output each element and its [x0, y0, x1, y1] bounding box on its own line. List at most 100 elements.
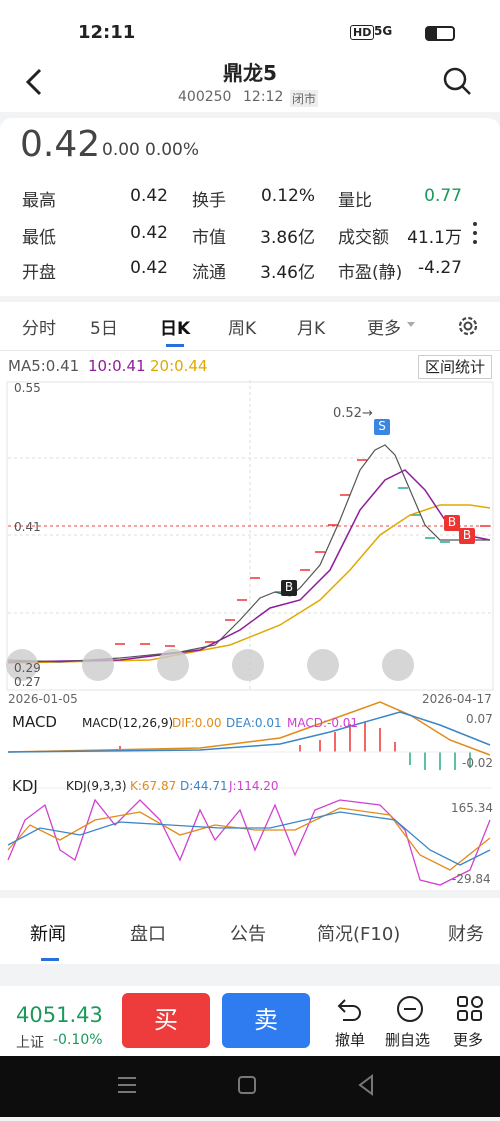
news-tab[interactable]: 公告	[230, 924, 266, 945]
path-shape	[25, 68, 42, 96]
circle-shape	[463, 321, 473, 331]
macd-value: MACD:-0.01	[287, 716, 359, 730]
action-label[interactable]: 删自选	[385, 1031, 431, 1049]
circle-shape	[471, 996, 483, 1008]
stat-value: 0.12%	[260, 186, 315, 206]
stock-title: 鼎龙5	[223, 61, 277, 85]
period-tab[interactable]: 5日	[90, 319, 118, 339]
circle-shape	[382, 649, 414, 681]
y-tick: 0.29	[14, 661, 41, 675]
buy-label: B	[284, 580, 294, 594]
stat-value: 0.42	[130, 186, 168, 206]
circle-shape	[473, 222, 477, 226]
quote-card	[0, 118, 500, 296]
ma20-line	[7, 504, 491, 664]
stat-value: 3.46亿	[260, 263, 315, 283]
stat-value: 3.86亿	[260, 228, 315, 248]
circle-shape	[443, 67, 467, 91]
d-line	[7, 811, 491, 866]
news-tab[interactable]: 盘口	[130, 924, 166, 945]
back-button[interactable]	[22, 66, 52, 98]
settings-button[interactable]	[455, 313, 481, 339]
action-label[interactable]: 撤单	[335, 1031, 366, 1049]
buy-button[interactable]: 买	[122, 993, 210, 1048]
kline-chart	[6, 380, 494, 886]
d: D:44.71	[180, 779, 228, 793]
stat-value: 0.42	[130, 223, 168, 243]
macd-selector[interactable]: MACD	[12, 713, 57, 731]
change: 0.00	[102, 140, 140, 160]
circle-shape	[6, 649, 38, 681]
grid	[8, 380, 492, 690]
action-icons	[337, 996, 483, 1022]
stat-value: 0.77	[424, 186, 462, 206]
ma5-line	[7, 444, 490, 663]
search-button[interactable]	[440, 64, 474, 98]
sell-marker	[374, 419, 390, 435]
stat-label: 换手	[192, 191, 226, 211]
stat-label: 开盘	[22, 263, 56, 283]
sell-label: S	[378, 419, 386, 433]
dea-line	[7, 711, 491, 753]
sell-button[interactable]: 卖	[222, 993, 310, 1048]
circle-shape	[397, 996, 423, 1022]
clock: 12:11	[78, 22, 136, 43]
k: K:67.87	[130, 779, 177, 793]
hd-icon: HD	[350, 25, 375, 40]
peak-label: 0.52→	[333, 406, 373, 421]
index-change: -0.10%	[53, 1032, 103, 1048]
top-area	[0, 0, 500, 112]
buy-label: B	[447, 515, 457, 529]
y-tick: 0.27	[14, 675, 41, 689]
circle-shape	[307, 649, 339, 681]
dif-line	[7, 701, 491, 756]
stat-value: -4.27	[418, 258, 462, 278]
circle-shape	[473, 240, 477, 244]
macd-params: MACD(12,26,9)	[82, 716, 174, 730]
period-tab[interactable]: 周K	[228, 319, 257, 339]
stat-value: 41.1万	[407, 228, 462, 248]
period-tab[interactable]: 更多	[367, 319, 401, 339]
rect-shape	[457, 1010, 468, 1021]
ma10-line	[7, 469, 491, 663]
news-tab[interactable]: 新闻	[30, 924, 66, 945]
dropdown-arrow	[407, 322, 415, 327]
y-tick: 0.41	[14, 520, 41, 534]
zoom-controls[interactable]	[6, 649, 414, 681]
kdj-selector[interactable]: KDJ	[12, 777, 38, 795]
rect-shape	[457, 996, 468, 1007]
news-indicator	[41, 958, 59, 961]
news-tab[interactable]: 财务	[448, 924, 484, 945]
more-dots[interactable]	[470, 220, 480, 246]
stat-label: 量比	[338, 191, 372, 211]
action-label[interactable]: 更多	[453, 1031, 484, 1049]
range-stats-button[interactable]: 区间统计	[418, 355, 492, 379]
nav-icons[interactable]	[0, 1056, 500, 1117]
line-shape	[461, 85, 471, 95]
news-tab[interactable]: 简况(F10)	[317, 924, 401, 945]
period-tab[interactable]: 月K	[297, 319, 326, 339]
ma20-legend: 20:0.44	[150, 357, 208, 375]
buy-marker	[459, 528, 475, 544]
circle-shape	[232, 649, 264, 681]
period-tab[interactable]: 日K	[160, 319, 191, 339]
battery	[425, 26, 455, 41]
tab-indicator	[166, 344, 184, 347]
macd-min: -0.02	[462, 756, 494, 770]
kdj-min: -29.84	[452, 872, 491, 886]
dif: DIF:0.00	[172, 716, 222, 730]
stat-value: 0.42	[130, 258, 168, 278]
y-tick: 0.55	[14, 381, 41, 395]
news-bar	[0, 898, 500, 964]
dashes	[115, 459, 490, 647]
rect-shape	[471, 1010, 482, 1021]
stock-code: 400250	[178, 89, 232, 105]
index-value: 4051.43	[16, 1003, 103, 1027]
date-start: 2026-01-05	[8, 692, 78, 706]
j: J:114.20	[229, 779, 279, 793]
period-tab[interactable]: 分时	[22, 319, 56, 339]
buy-label: B	[462, 528, 472, 542]
path-shape	[358, 1074, 373, 1096]
path-shape	[337, 999, 361, 1021]
